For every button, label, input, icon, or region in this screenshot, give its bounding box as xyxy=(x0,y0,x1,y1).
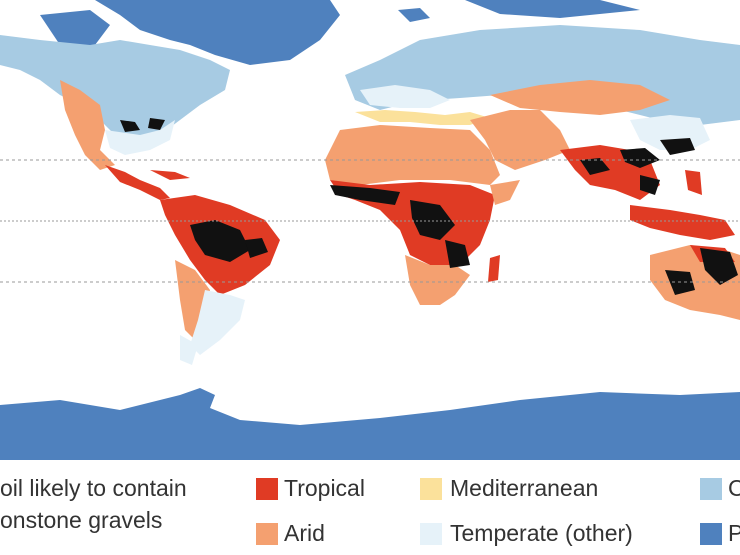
north-america-continental xyxy=(0,35,230,140)
central-america-tropical xyxy=(105,165,170,200)
legend-swatch-arid xyxy=(256,523,278,545)
legend-gravel-label-line1: oil likely to contain xyxy=(0,475,187,501)
legend-label-tropical: Tropical xyxy=(284,475,365,501)
arctic-polar-region xyxy=(95,0,340,65)
svalbard-region xyxy=(398,8,430,22)
philippines-tropical xyxy=(685,170,702,195)
legend-swatch-mediterranean xyxy=(420,478,442,500)
canada-arctic-islands xyxy=(40,10,110,45)
southeast-asia-islands xyxy=(630,205,735,240)
legend-label-continental: C xyxy=(728,475,740,501)
arctic-russia-region xyxy=(465,0,640,18)
north-america-arid xyxy=(60,80,115,170)
world-climate-map xyxy=(0,0,740,460)
horn-africa-arid xyxy=(490,180,520,205)
legend-swatch-continental xyxy=(700,478,722,500)
eastern-us-temperate xyxy=(105,120,175,155)
legend-label-polar: P xyxy=(728,520,740,546)
central-asia-arid xyxy=(490,80,670,115)
caribbean-tropical xyxy=(150,170,190,180)
africa-arid xyxy=(325,125,500,185)
mediterranean-europe xyxy=(355,110,490,125)
ironstone-gravel-layer xyxy=(120,118,738,295)
legend-label-mediterranean: Mediterranean xyxy=(450,475,599,501)
legend-label-arid: Arid xyxy=(284,520,325,546)
antarctica-region xyxy=(0,388,740,460)
legend-swatch-temperate xyxy=(420,523,442,545)
legend-swatch-tropical xyxy=(256,478,278,500)
patagonia-region xyxy=(180,335,198,365)
legend-gravel-label-line2: onstone gravels xyxy=(0,507,163,533)
europe-temperate xyxy=(360,85,450,108)
legend-swatch-polar xyxy=(700,523,722,545)
madagascar-tropical xyxy=(488,255,500,282)
southern-africa-arid xyxy=(405,255,470,305)
legend-label-temperate: Temperate (other) xyxy=(450,520,633,546)
south-america-temperate xyxy=(190,290,245,355)
middle-east-arid xyxy=(470,110,570,170)
